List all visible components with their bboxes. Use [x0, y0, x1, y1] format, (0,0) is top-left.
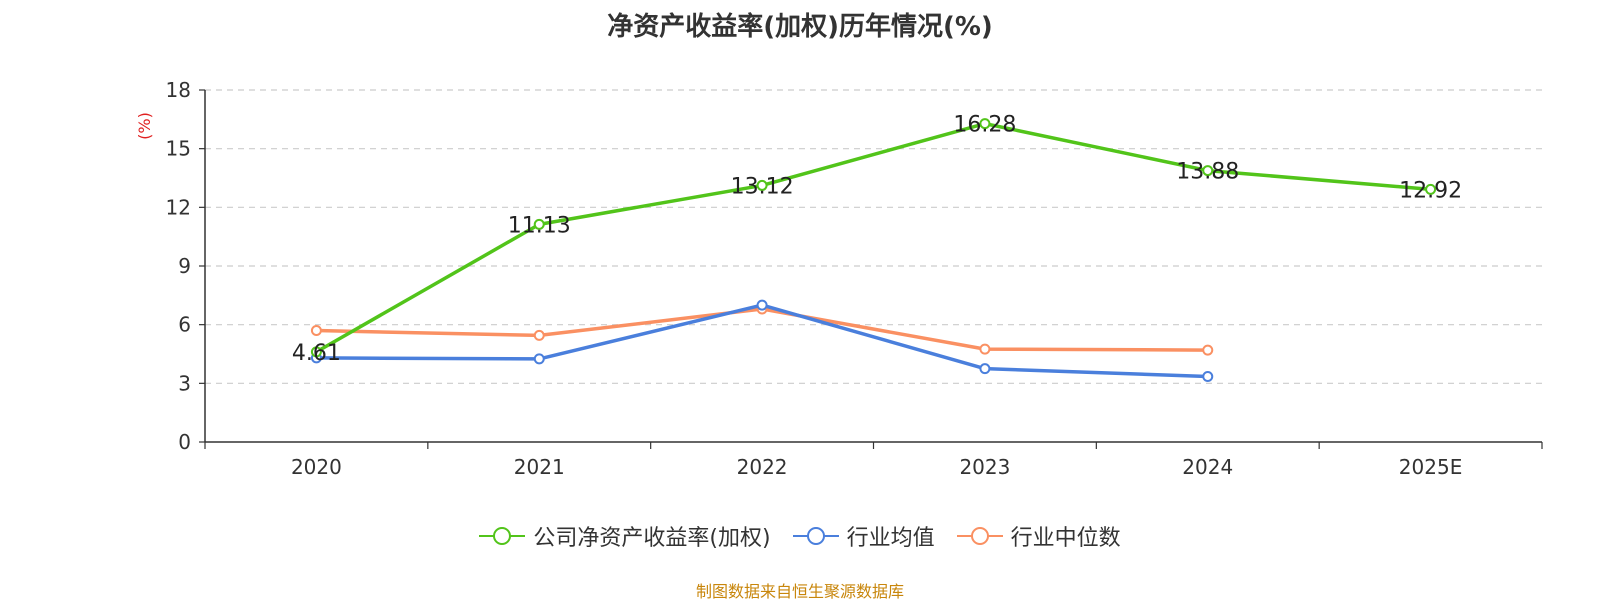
y-tick-label: 0 [178, 430, 191, 454]
data-label: 16.28 [953, 113, 1016, 138]
data-point [756, 299, 768, 311]
data-label: 4.61 [292, 341, 341, 366]
y-axis-unit-label: (%) [135, 112, 154, 140]
chart-title: 净资产收益率(加权)历年情况(%) [607, 12, 993, 42]
x-tick-label: 2024 [1182, 455, 1233, 479]
data-label: 13.12 [731, 174, 794, 199]
y-tick-label: 9 [178, 254, 191, 278]
data-point [979, 343, 991, 355]
data-point [533, 218, 545, 230]
data-source-footer: 制图数据来自恒生聚源数据库 [695, 582, 904, 601]
legend-line-circle-icon [792, 527, 839, 545]
legend-item-industry-median[interactable]: 行业中位数 [956, 520, 1121, 552]
y-tick-label: 18 [166, 78, 191, 102]
y-tick-label: 3 [178, 371, 191, 395]
x-tick-label: 2021 [514, 455, 565, 479]
y-tick-label: 6 [178, 313, 191, 337]
chart-legend: 公司净资产收益率(加权) 行业均值 行业中位数 [0, 520, 1600, 552]
data-point [756, 179, 768, 191]
series-line [316, 303, 1208, 379]
x-tick-label: 2025E [1399, 455, 1463, 479]
data-point [1425, 183, 1437, 195]
legend-line-circle-icon [956, 527, 1003, 545]
data-label: 13.88 [1176, 160, 1239, 185]
series-line [316, 307, 1208, 352]
data-point [310, 346, 322, 358]
legend-item-industry-avg[interactable]: 行业均值 [792, 520, 935, 552]
data-point [533, 329, 545, 341]
legend-label-company: 公司净资产收益率(加权) [533, 526, 771, 551]
data-point [1202, 370, 1214, 382]
data-point [979, 363, 991, 375]
data-label: 12.92 [1399, 178, 1462, 203]
x-tick-label: 2020 [291, 455, 342, 479]
data-point [533, 353, 545, 365]
data-label: 11.13 [508, 213, 571, 238]
legend-item-company[interactable]: 公司净资产收益率(加权) [479, 520, 771, 552]
data-point [310, 325, 322, 337]
legend-label-industry-median: 行业中位数 [1010, 526, 1121, 551]
series-line [315, 121, 1431, 354]
data-point [1202, 165, 1214, 177]
data-point [1202, 344, 1214, 356]
x-tick-label: 2022 [737, 455, 788, 479]
legend-line-circle-icon [479, 527, 526, 545]
data-point [979, 118, 991, 130]
y-tick-label: 12 [166, 195, 191, 219]
legend-label-industry-avg: 行业均值 [846, 526, 935, 551]
x-tick-label: 2023 [959, 455, 1010, 479]
y-tick-label: 15 [166, 137, 191, 161]
